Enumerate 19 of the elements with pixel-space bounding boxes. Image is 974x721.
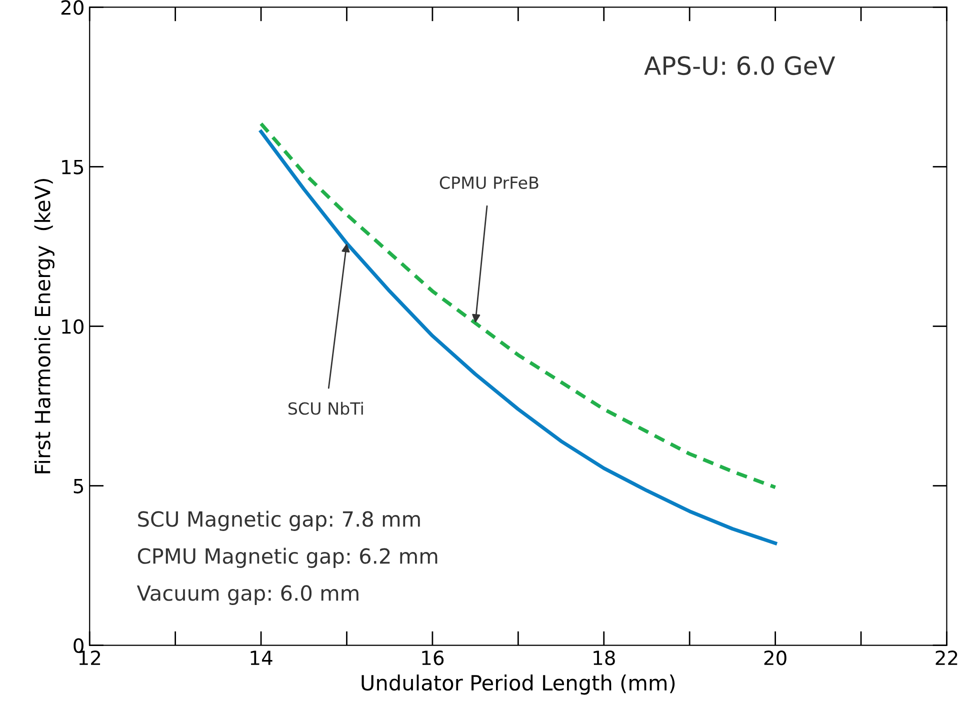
annotation: Vacuum gap: 6.0 mm: [136, 585, 358, 605]
x-tick-label: 18: [594, 650, 615, 666]
x-tick-label: 14: [250, 650, 272, 665]
x-tick-label: 12: [79, 650, 100, 665]
annotation: SCU NbTi: [288, 402, 363, 415]
y-tick-label: 5: [74, 478, 84, 494]
annotation: SCU Magnetic gap: 7.8 mm: [138, 510, 420, 531]
annotation: APS-U: 6.0 GeV: [644, 56, 836, 76]
y-tick-label: 10: [62, 319, 84, 334]
y-tick-label: 15: [62, 160, 84, 174]
annotation: CPMU PrFeB: [440, 176, 538, 190]
x-tick-label: 16: [422, 650, 444, 666]
y-axis-title: First Harmonic Energy (keV): [34, 179, 54, 474]
x-tick-label: 22: [936, 650, 958, 665]
annotation: CPMU Magnetic gap: 6.2 mm: [138, 548, 438, 568]
x-axis-title: Undulator Period Length (mm): [362, 674, 675, 695]
y-tick-label: 0: [74, 638, 84, 653]
y-tick-label: 20: [61, 0, 84, 15]
x-tick-label: 20: [764, 650, 786, 666]
